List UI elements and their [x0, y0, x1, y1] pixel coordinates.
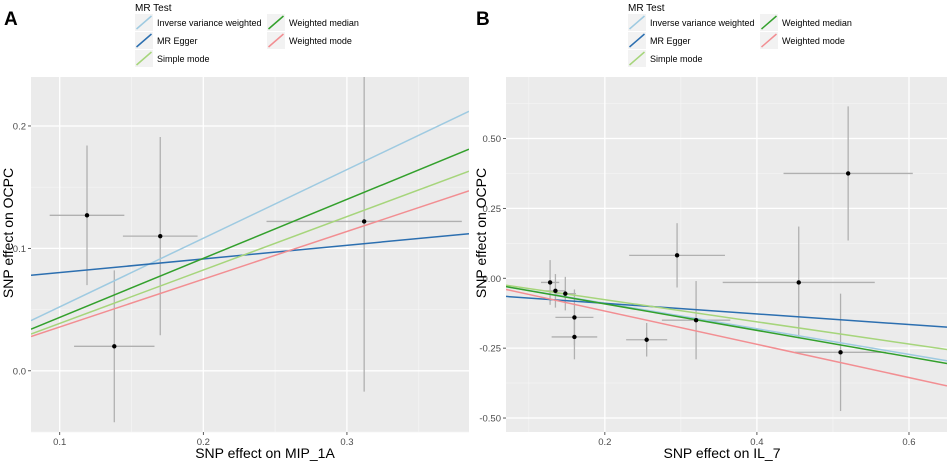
panel-b-legend-label-ivw: Inverse variance weighted: [650, 18, 755, 28]
panel-b-legend-item-wmedian: Weighted median: [760, 14, 852, 31]
panel-b-x-tick-label: 0.4: [750, 437, 763, 448]
panel-b-x-axis-label: SNP effect on IL_7: [663, 445, 780, 461]
panel-b-data-point: [674, 253, 680, 258]
panel-a-legend: MR Test Inverse variance weighted MR Egge…: [135, 3, 359, 67]
panel-a-y-tick-label: 0.2: [13, 121, 26, 132]
panel-b-regression-lines: [506, 284, 947, 387]
panel-b-plot: 0.2 0.4 0.6 -0.50 -0.25 0.00 0.25 0.50: [479, 77, 947, 448]
panel-b-line-egger: [506, 295, 947, 328]
panel-b-letter: B: [476, 9, 490, 30]
panel-a-data-point: [84, 213, 90, 218]
panel-b-y-axis-label: SNP effect on OCPC: [473, 168, 489, 298]
panel-a-legend-swatch-smode: [136, 51, 152, 66]
panel-b-legend-swatch-smode: [629, 51, 645, 66]
panel-a-legend-label-wmode: Weighted mode: [289, 36, 352, 46]
panel-b-plot-background: [506, 77, 947, 432]
panel-a: A MR Test Inverse variance weighted MR Eg…: [0, 3, 469, 461]
panel-b-y-tick-label: -0.50: [479, 414, 501, 425]
panel-b-data-point: [572, 315, 577, 320]
panel-b-y-tick-label: 0.00: [483, 274, 502, 285]
panel-b-legend-swatch-ivw: [629, 15, 645, 30]
panel-b-legend-swatch-egger: [629, 33, 645, 48]
panel-b-legend-swatch-wmedian: [761, 15, 777, 30]
panel-a-y-tick-label: 0.0: [13, 366, 26, 377]
panel-a-line-wmedian: [31, 148, 469, 330]
panel-b-data-point: [796, 280, 801, 285]
panel-b-data-point: [547, 280, 553, 285]
panel-a-legend-item-wmedian: Weighted median: [267, 14, 359, 31]
panel-b-data-point: [838, 350, 843, 355]
panel-b-legend-label-smode: Simple mode: [650, 54, 703, 64]
panel-a-legend-label-wmedian: Weighted median: [289, 18, 359, 28]
panel-a-legend-item-wmode: Weighted mode: [267, 32, 352, 49]
panel-a-y-tick-label: 0.1: [13, 244, 26, 255]
panel-b-y-tick-label: -0.25: [479, 344, 501, 355]
panel-b-legend-item-egger: MR Egger: [628, 32, 691, 49]
panel-b-points: [547, 171, 851, 355]
panel-b-legend-item-smode: Simple mode: [628, 50, 703, 67]
panel-a-legend-item-egger: MR Egger: [135, 32, 198, 49]
panel-a-data-point: [158, 233, 163, 239]
panel-b-legend-item-wmode: Weighted mode: [760, 32, 845, 49]
panel-a-legend-title: MR Test: [135, 3, 172, 14]
panel-b-data-point: [845, 171, 851, 176]
panel-a-regression-lines: [31, 110, 469, 338]
panel-a-letter: A: [4, 9, 18, 30]
panel-a-legend-swatch-wmode: [268, 33, 284, 48]
panel-b-legend-label-wmedian: Weighted median: [782, 18, 852, 28]
panel-b-legend-item-ivw: Inverse variance weighted: [628, 14, 755, 31]
panel-b-data-point: [693, 317, 699, 323]
panel-a-x-tick-label: 0.2: [197, 437, 210, 448]
panel-b-data-point: [572, 334, 577, 340]
panel-a-line-egger: [31, 232, 469, 277]
panel-a-y-axis-label: SNP effect on OCPC: [0, 168, 16, 298]
panel-b-data-point: [553, 288, 558, 294]
panel-a-legend-swatch-egger: [136, 33, 152, 48]
panel-a-legend-swatch-wmedian: [268, 15, 284, 30]
panel-b-data-point: [563, 291, 568, 296]
panel-a-legend-label-smode: Simple mode: [157, 54, 210, 64]
panel-b-legend-title: MR Test: [628, 3, 665, 14]
panel-a-data-point: [112, 344, 117, 349]
panel-a-legend-swatch-ivw: [136, 15, 152, 30]
panel-a-legend-item-ivw: Inverse variance weighted: [135, 14, 262, 31]
panel-a-legend-item-smode: Simple mode: [135, 50, 210, 67]
panel-b-x-tick-label: 0.6: [902, 437, 915, 448]
panel-a-x-tick-label: 0.3: [340, 437, 353, 448]
panel-a-legend-label-ivw: Inverse variance weighted: [157, 18, 262, 28]
panel-a-data-point: [361, 219, 367, 224]
panel-b-legend-label-wmode: Weighted mode: [782, 36, 845, 46]
panel-a-points: [84, 213, 367, 349]
panel-b-line-wmode: [506, 288, 947, 387]
panel-b-data-point: [644, 337, 649, 342]
panel-b-legend: MR Test Inverse variance weighted MR Egge…: [628, 3, 852, 67]
panel-b-legend-label-egger: MR Egger: [650, 36, 691, 46]
panel-a-legend-label-egger: MR Egger: [157, 36, 198, 46]
panel-a-plot: 0.1 0.2 0.3 0.0 0.1 0.2: [13, 77, 469, 448]
panel-a-line-wmode: [31, 190, 469, 338]
panel-a-x-axis-label: SNP effect on MIP_1A: [195, 445, 335, 461]
panel-b-x-tick-label: 0.2: [598, 437, 611, 448]
panel-b-line-wmedian: [506, 285, 947, 365]
panel-b-line-smode: [506, 284, 947, 351]
panel-b-legend-swatch-wmode: [761, 33, 777, 48]
panel-b-y-tick-label: 0.50: [483, 134, 502, 145]
panel-b: B MR Test Inverse variance weighted MR Eg…: [473, 3, 947, 461]
panel-a-line-smode: [31, 170, 469, 335]
panel-a-line-ivw: [31, 110, 469, 322]
panel-a-x-tick-label: 0.1: [53, 437, 66, 448]
panel-b-y-tick-label: 0.25: [483, 204, 502, 215]
